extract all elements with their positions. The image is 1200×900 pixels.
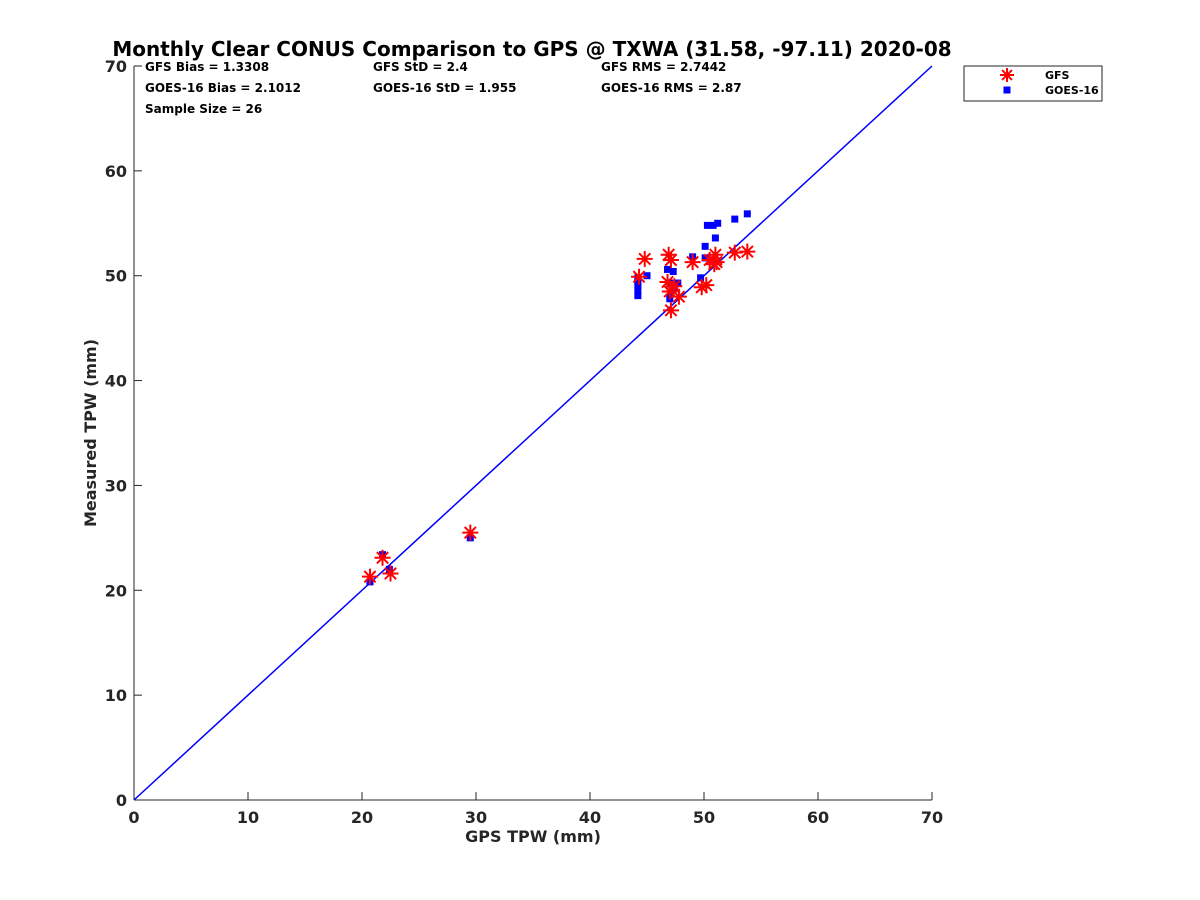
goes16-point xyxy=(669,268,677,276)
legend-markers xyxy=(1000,68,1014,94)
gfs-point xyxy=(462,524,479,541)
legend-marker-gfs xyxy=(1000,68,1014,82)
y-tick-label: 50 xyxy=(105,267,127,286)
y-tick-label: 60 xyxy=(105,162,127,181)
legend-label-gfs: GFS xyxy=(1045,69,1070,82)
goes16-point xyxy=(731,215,739,223)
goes16-point xyxy=(743,210,751,218)
data-markers xyxy=(361,210,756,586)
goes-std-text: GOES-16 StD = 1.955 xyxy=(373,81,516,95)
x-tick-label: 50 xyxy=(693,808,715,827)
x-tick-label: 40 xyxy=(579,808,601,827)
goes16-point xyxy=(634,282,642,290)
gfs-point xyxy=(636,250,653,267)
legend: GFS GOES-16 xyxy=(963,65,1103,102)
gfs-point xyxy=(666,278,683,295)
reference-line-group xyxy=(133,65,933,801)
y-tick-label: 30 xyxy=(105,476,127,495)
goes16-point xyxy=(703,221,711,229)
gfs-point xyxy=(631,268,648,285)
gfs-point xyxy=(739,243,756,260)
goes16-point xyxy=(385,565,393,573)
legend-box xyxy=(963,65,1103,102)
goes16-point xyxy=(709,221,717,229)
gfs-point xyxy=(698,277,715,294)
x-tick-label: 10 xyxy=(237,808,259,827)
x-tick-label: 20 xyxy=(351,808,373,827)
goes16-point xyxy=(664,265,672,273)
gfs-point xyxy=(374,549,391,566)
x-tick-label: 60 xyxy=(807,808,829,827)
y-tick-label: 0 xyxy=(116,791,127,810)
gfs-point xyxy=(662,302,679,319)
goes16-point xyxy=(634,286,642,294)
goes16-point xyxy=(711,234,719,242)
goes16-point xyxy=(714,219,722,227)
gfs-point xyxy=(726,244,743,261)
y-axis-label: Measured TPW (mm) xyxy=(81,339,100,527)
x-axis-label: GPS TPW (mm) xyxy=(465,827,601,846)
x-tick-label: 0 xyxy=(128,808,139,827)
y-tick-label: 20 xyxy=(105,581,127,600)
goes16-point xyxy=(634,278,642,286)
gfs-std-text: GFS StD = 2.4 xyxy=(373,60,468,74)
y-tick-label: 10 xyxy=(105,686,127,705)
x-tick-label: 70 xyxy=(921,808,943,827)
gfs-point xyxy=(684,254,701,271)
legend-label-goes16: GOES-16 xyxy=(1045,84,1099,97)
gfs-point xyxy=(361,568,378,585)
chart-title: Monthly Clear CONUS Comparison to GPS @ … xyxy=(112,37,951,61)
x-tick-label: 30 xyxy=(465,808,487,827)
legend-marker-goes16 xyxy=(1003,86,1011,94)
one-to-one-line xyxy=(133,65,933,801)
goes16-point xyxy=(697,274,705,282)
goes-bias-text: GOES-16 Bias = 2.1012 xyxy=(145,81,301,95)
goes16-point xyxy=(634,292,642,300)
gfs-point xyxy=(708,254,725,271)
goes16-point xyxy=(701,254,709,262)
sample-size-text: Sample Size = 26 xyxy=(145,102,262,116)
goes16-point xyxy=(701,242,709,250)
gfs-point xyxy=(382,565,399,582)
y-tick-label: 70 xyxy=(105,57,127,76)
gfs-point xyxy=(662,251,679,268)
gfs-bias-text: GFS Bias = 1.3308 xyxy=(145,60,269,74)
y-tick-label: 40 xyxy=(105,372,127,391)
gfs-rms-text: GFS RMS = 2.7442 xyxy=(601,60,726,74)
axis-ticks: 0 10 20 30 40 50 60 70 0 10 20 30 40 50 60 70 xyxy=(105,57,943,827)
goes-rms-text: GOES-16 RMS = 2.87 xyxy=(601,81,742,95)
stats-block: GFS Bias = 1.3308 GFS StD = 2.4 GFS RMS … xyxy=(145,60,742,116)
goes16-point xyxy=(643,272,651,280)
